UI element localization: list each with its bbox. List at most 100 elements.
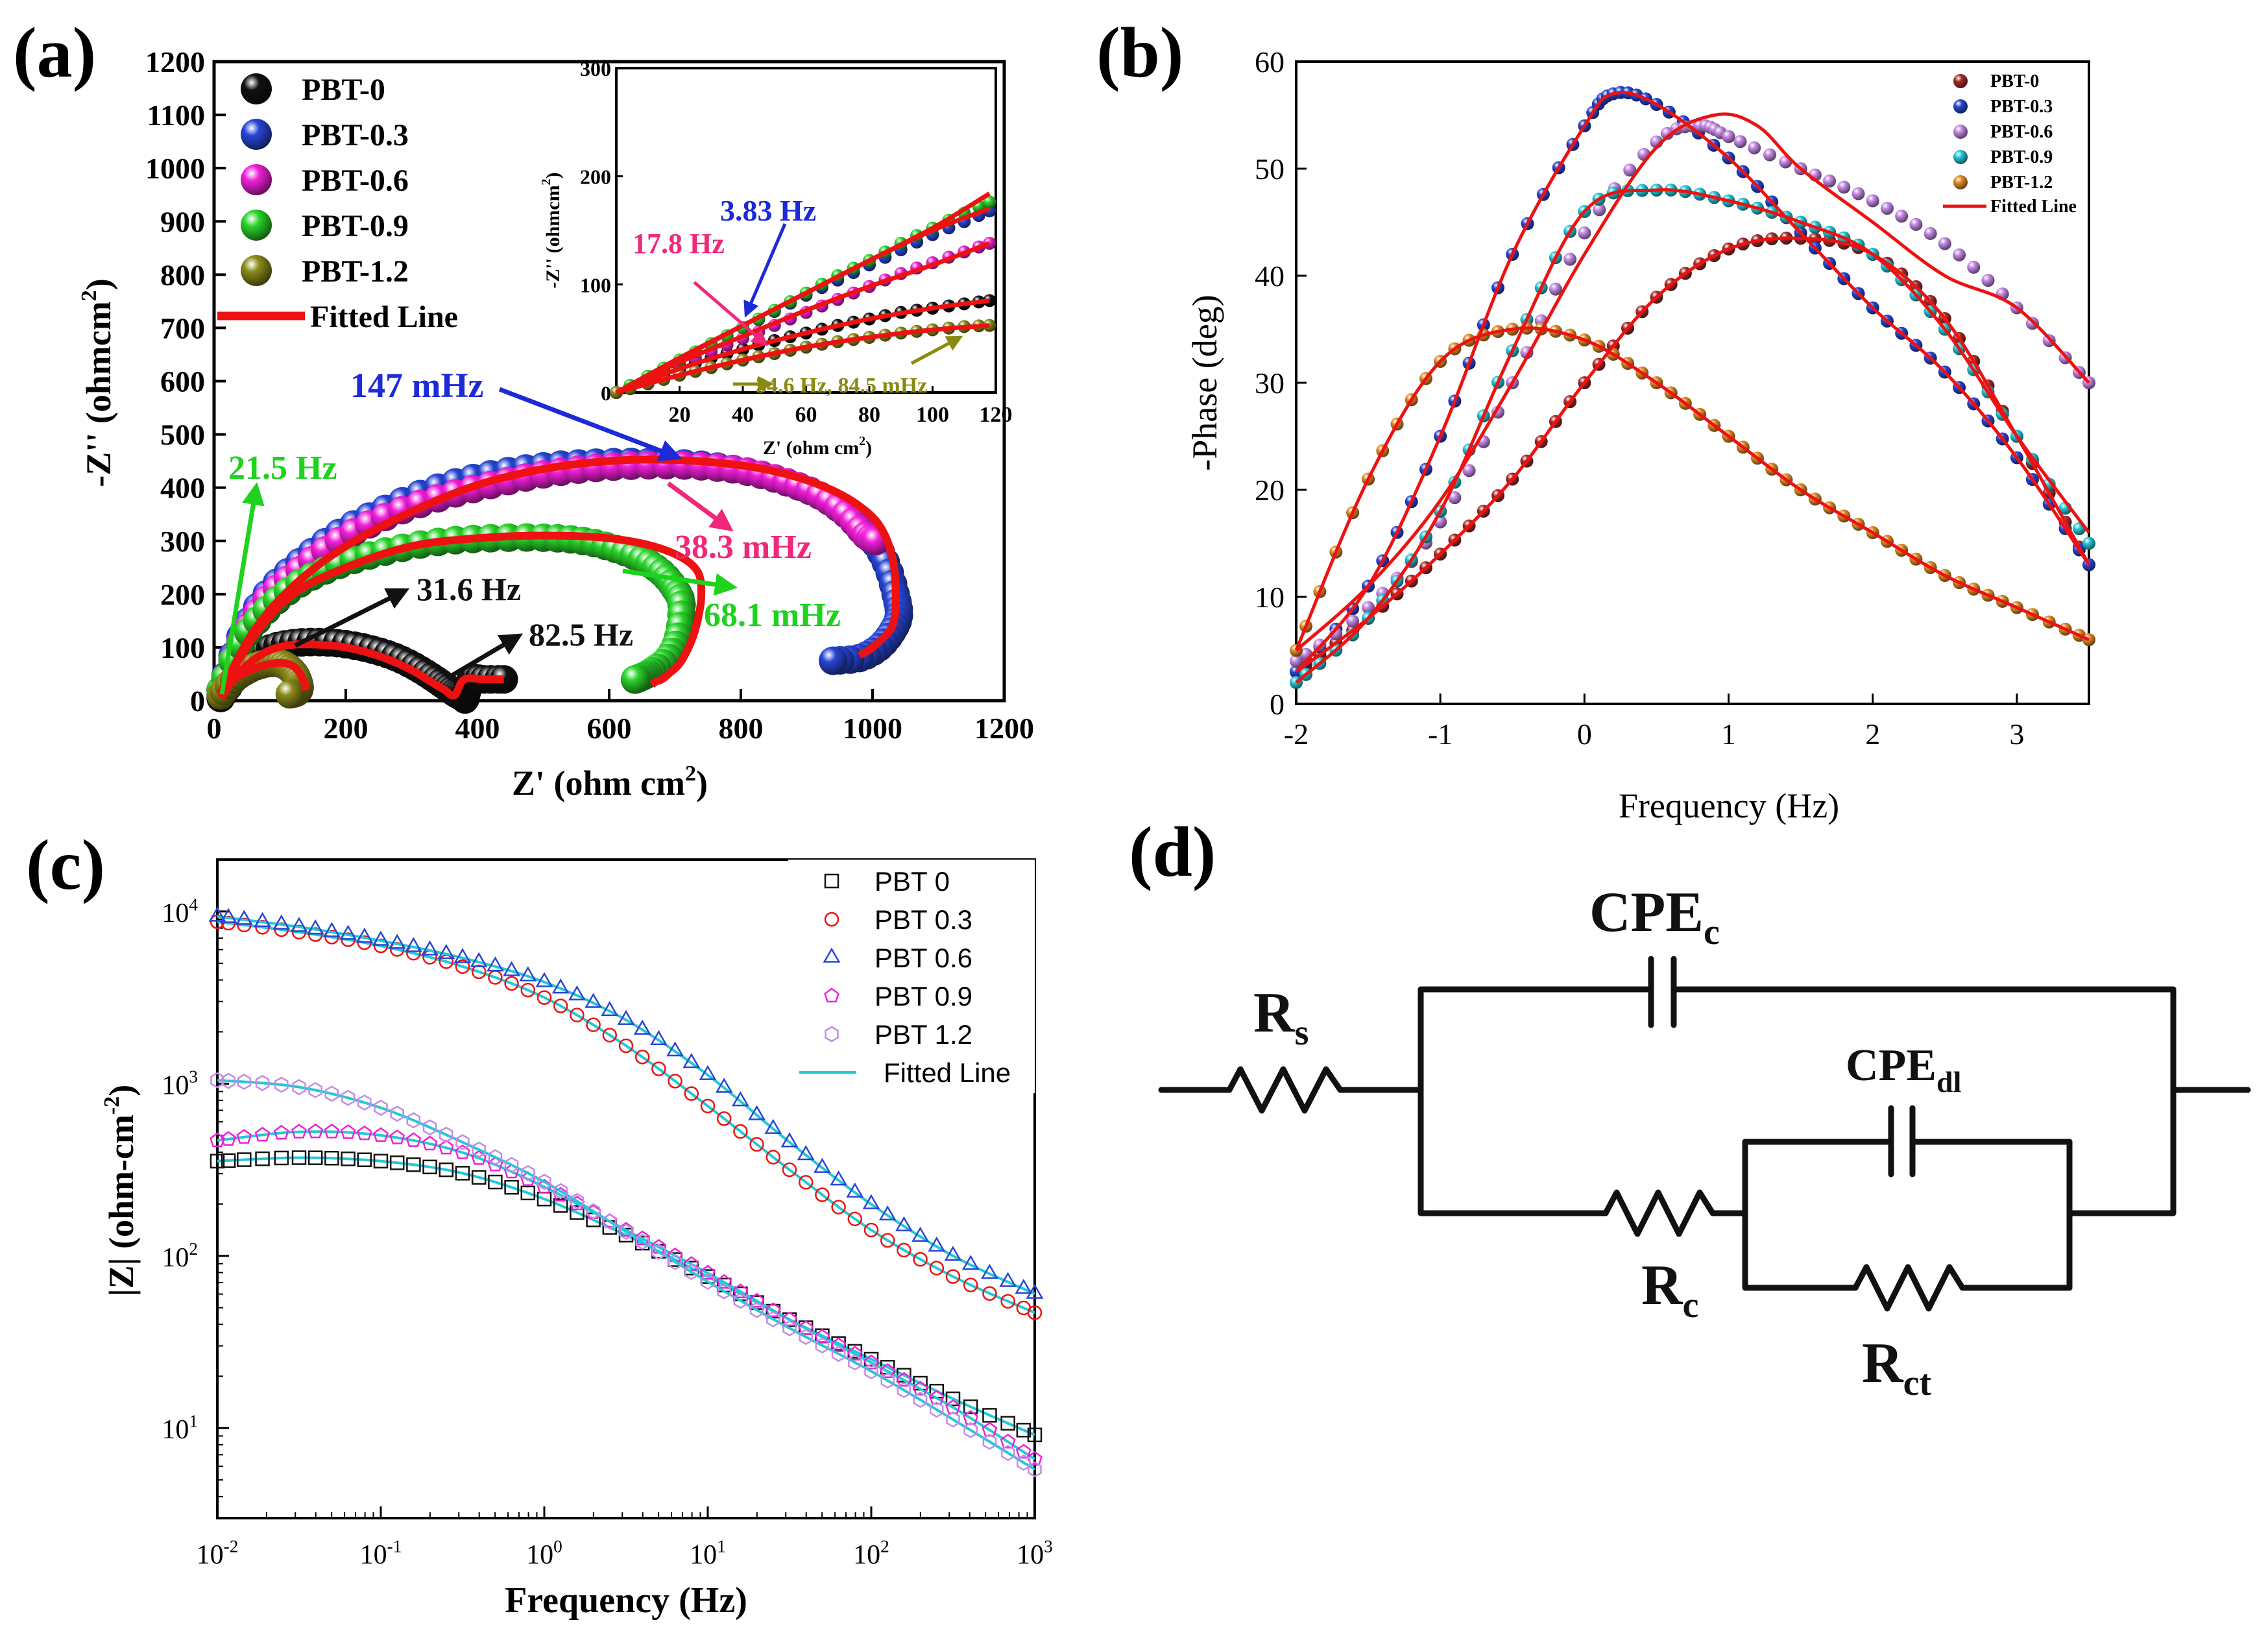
point-PBT 1.2 <box>603 1213 617 1230</box>
point-PBT 0.3 <box>308 927 323 942</box>
inset-xlabel: Z' (ohm cm2) <box>763 434 872 459</box>
point-PBT 0.9 <box>455 1144 470 1159</box>
panel-b-xlabel: Frequency (Hz) <box>1619 786 1839 825</box>
y-tick-label: 1000 <box>145 152 205 185</box>
point-PBT 0.3 <box>847 1211 863 1227</box>
legend-bg <box>788 860 1035 1093</box>
point-PBT 0.6 <box>290 917 308 932</box>
panel-a-ylabel: -Z'' (ohmcm2) <box>77 278 118 487</box>
x-tick-label: 10-1 <box>360 1536 402 1570</box>
point-PBT 1.2 <box>1017 1454 1031 1471</box>
point-PBT 0.6 <box>715 1078 733 1093</box>
point-PBT 0.3 <box>255 919 270 935</box>
point-PBT 0.9 <box>291 1124 307 1139</box>
point-PBT 0.9 <box>1000 1433 1016 1449</box>
point-PBT 1.2 <box>553 1183 568 1200</box>
annotation-arrow <box>219 482 265 695</box>
inset-y-tick-label: 200 <box>580 165 611 189</box>
point-PBT 1.2 <box>488 1149 503 1166</box>
point-PBT-0.9 <box>2082 537 2095 550</box>
legend-marker-PBT 0.9 <box>824 987 839 1003</box>
panel-a: 0 200 400 600 800 1000 12000100200300400500600… <box>77 45 1034 803</box>
point-PBT 0.9 <box>422 1135 438 1151</box>
point-PBT 0.3 <box>504 976 519 991</box>
point-PBT 0 <box>1000 1416 1015 1431</box>
legend-marker-PBT-1.2 <box>1953 175 1968 189</box>
point-PBT 1.2 <box>504 1157 519 1174</box>
panel-b-plot <box>1290 86 2095 689</box>
point-PBT 0.6 <box>633 1019 651 1035</box>
x-tick-label: 0 <box>207 712 222 745</box>
panel-c-ylabel: |Z| (ohm-cm-2) <box>100 1085 141 1297</box>
x-tick-label: 10-2 <box>197 1536 239 1570</box>
point-PBT 1.2 <box>930 1401 944 1418</box>
point-PBT 1.2 <box>749 1301 764 1318</box>
y-tick-label: 100 <box>160 631 205 664</box>
legend-label-PBT 0.6: PBT 0.6 <box>875 943 972 973</box>
y-tick-label: 60 <box>1255 45 1285 79</box>
point-PBT-0.6 <box>1549 282 1562 296</box>
point-PBT 0.3 <box>537 990 552 1005</box>
point-PBT 0.3 <box>274 922 289 937</box>
point-PBT 0.6 <box>944 1246 962 1261</box>
point-PBT 0.9 <box>471 1150 487 1165</box>
point-PBT 1.2 <box>733 1292 748 1309</box>
fit-line <box>217 1156 1035 1436</box>
y-tick-label: 1200 <box>145 45 205 79</box>
point-PBT 1.2 <box>455 1134 470 1151</box>
inset-x-tick-label: 40 <box>732 403 754 427</box>
point-PBT 0.9 <box>373 1127 389 1142</box>
x-tick-label: -1 <box>1428 718 1453 751</box>
panel-d-circuit <box>1158 956 2251 1312</box>
legend-label-PBT-1.2: PBT-1.2 <box>1990 173 2053 193</box>
panel-b-frame <box>1295 60 2090 705</box>
annotation-arrow <box>910 335 963 365</box>
point-PBT 0.3 <box>455 959 470 974</box>
point-PBT-0.6 <box>1733 135 1747 149</box>
point-PBT-0.9 <box>621 665 650 694</box>
x-tick-label: 102 <box>853 1536 889 1570</box>
point-PBT 1.2 <box>390 1105 404 1122</box>
point-PBT 0.6 <box>272 914 291 930</box>
point-PBT 0 <box>389 1155 405 1170</box>
annotation-label: 68.1 mHz <box>704 597 841 634</box>
panel-a-inset: 20 40 60 80 100 120 0 100 200 300 Z' (ohm cm2) -Z… <box>539 57 1013 459</box>
legend-label-PBT 0.9: PBT 0.9 <box>875 981 972 1011</box>
inset-fit-line <box>615 206 991 395</box>
point-PBT 0.9 <box>356 1125 372 1141</box>
point-PBT 0.6 <box>322 922 341 937</box>
point-PBT-0.6 <box>1593 203 1606 217</box>
x-tick-label: 200 <box>324 712 368 745</box>
legend-label-fit: Fitted Line <box>884 1057 1011 1088</box>
point-PBT 0.9 <box>324 1123 340 1139</box>
point-PBT 1.2 <box>537 1174 551 1190</box>
point-PBT 0.6 <box>911 1226 930 1242</box>
resistor-rs <box>1226 1066 1344 1114</box>
point-PBT 0.6 <box>388 934 406 949</box>
point-PBT 0.3 <box>520 982 536 998</box>
point-PBT 1.2 <box>766 1311 780 1327</box>
panel-c-plot <box>208 906 1044 1478</box>
point-PBT 0.6 <box>846 1182 864 1198</box>
point-PBT 1.2 <box>668 1253 682 1270</box>
legend-label-fit: Fitted Line <box>310 300 458 334</box>
panel-a-legend: PBT-0 PBT-0.3 PBT-0.6 PBT-0.9 PBT-1.2 Fitted … <box>217 73 458 334</box>
point-PBT 1.2 <box>913 1392 928 1408</box>
point-PBT 0.6 <box>1026 1283 1044 1299</box>
point-PBT 0.3 <box>897 1242 911 1258</box>
point-PBT 0 <box>1016 1423 1031 1438</box>
point-PBT 0.3 <box>602 1028 618 1043</box>
point-PBT 0.6 <box>961 1255 980 1270</box>
point-PBT-0.6 <box>1578 226 1591 239</box>
label-rct: Rct <box>1862 1332 1931 1403</box>
point-PBT 0.9 <box>405 1132 422 1147</box>
point-PBT 0.9 <box>814 1329 830 1344</box>
point-PBT 0.3 <box>716 1111 732 1126</box>
y-tick-label: 300 <box>160 525 205 558</box>
point-PBT-0.6 <box>1290 655 1303 668</box>
point-PBT-0.6 <box>1722 130 1735 143</box>
inset-x-tick-label: 20 <box>669 403 691 427</box>
point-PBT-0.6 <box>1823 175 1837 188</box>
point-PBT-0.6 <box>1852 187 1865 200</box>
inset-x-tick-label: 120 <box>980 403 1013 427</box>
